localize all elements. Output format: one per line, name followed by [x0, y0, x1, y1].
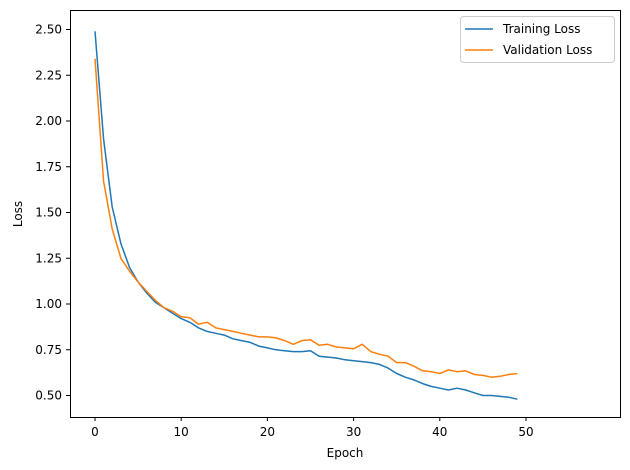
axes-frame [70, 10, 621, 418]
x-tick-label: 40 [432, 425, 447, 439]
y-tick-label: 2.25 [35, 68, 62, 82]
x-tick-label: 50 [518, 425, 533, 439]
validation-loss-line [94, 58, 518, 378]
x-axis-label: Epoch [327, 446, 364, 460]
legend-box [460, 16, 615, 63]
x-tick-label: 20 [260, 425, 275, 439]
y-axis-ticks: 0.50 0.75 1.00 1.25 1.50 1.75 2.00 2.25 2.50 [35, 23, 70, 403]
y-tick-label: 1.25 [35, 251, 62, 265]
legend-training-label: Training Loss [502, 22, 580, 36]
x-axis-ticks: 0 10 20 30 40 50 [91, 417, 534, 439]
legend: Training Loss Validation Loss [460, 16, 615, 63]
legend-validation-label: Validation Loss [503, 43, 592, 57]
y-tick-label: 1.75 [35, 160, 62, 174]
y-tick-label: 1.50 [35, 206, 62, 220]
y-tick-label: 0.50 [35, 389, 62, 403]
y-tick-label: 2.00 [35, 114, 62, 128]
y-axis-label: Loss [11, 201, 25, 227]
y-tick-label: 2.50 [35, 23, 62, 37]
y-tick-label: 1.00 [35, 297, 62, 311]
x-tick-label: 10 [174, 425, 189, 439]
y-tick-label: 0.75 [35, 343, 62, 357]
x-tick-label: 30 [346, 425, 361, 439]
plot-lines [94, 31, 518, 400]
x-tick-label: 0 [91, 425, 99, 439]
